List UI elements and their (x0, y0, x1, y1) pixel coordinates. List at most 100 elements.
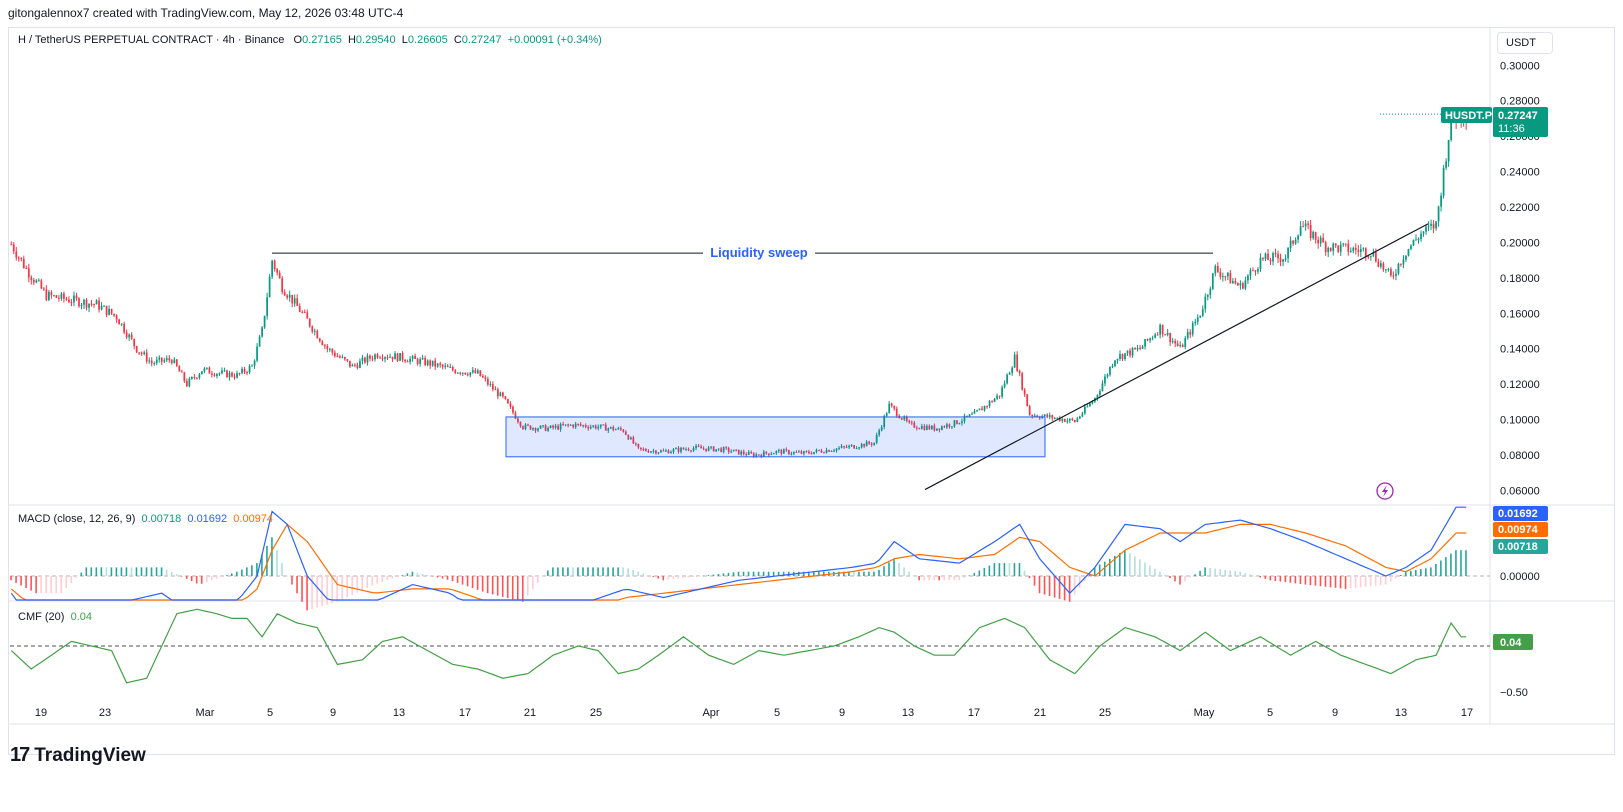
macd-histogram-bar (231, 573, 233, 576)
macd-indicator-label[interactable]: MACD (close, 12, 26, 9) (18, 513, 136, 525)
macd-histogram-bar (1013, 563, 1016, 576)
candle-body (504, 396, 507, 400)
candle-body (875, 434, 878, 443)
candle-body (1053, 417, 1056, 419)
symbol-name[interactable]: H / TetherUS PERPETUAL CONTRACT · 4h · B… (18, 34, 285, 46)
macd-histogram-bar (401, 575, 404, 576)
macd-histogram-bar (592, 567, 594, 576)
candle-body (727, 448, 730, 452)
candle-body (657, 452, 660, 454)
accumulation-range-box[interactable] (505, 416, 1046, 458)
macd-histogram-bar (978, 570, 981, 576)
candle-body (1051, 415, 1054, 419)
symbol-tag[interactable] (1441, 107, 1492, 123)
candle-body (15, 251, 18, 258)
candle-body (712, 446, 715, 452)
candle-body (298, 305, 301, 312)
macd-histogram-bar (1369, 576, 1372, 587)
candle-body (893, 405, 896, 409)
candle-body (258, 336, 261, 347)
candle-body (150, 360, 153, 364)
candle-body (868, 441, 871, 444)
candle-body (735, 449, 738, 451)
currency-unit-button[interactable]: USDT (1497, 32, 1553, 54)
time-axis-tick: 13 (902, 707, 914, 719)
candle-body (860, 443, 863, 448)
macd-histogram-bar (65, 576, 68, 589)
candle-body (454, 370, 457, 374)
price-axis-tick: 0.14000 (1500, 344, 1540, 356)
candle-body (469, 372, 472, 376)
macd-histogram-bar (1224, 569, 1226, 576)
candle-body (223, 370, 226, 372)
candle-body (519, 421, 522, 427)
time-axis-tick: 13 (393, 707, 405, 719)
candle-body (379, 357, 381, 359)
macd-line-value: 0.01692 (187, 513, 228, 525)
candle-body (83, 299, 85, 305)
macd-histogram-bar (1334, 576, 1337, 588)
macd-histogram-bar (943, 576, 946, 581)
macd-histogram-bar (481, 576, 484, 592)
candle-body (1076, 418, 1079, 422)
candle-body (547, 427, 549, 431)
candle-body (589, 426, 592, 429)
macd-histogram-bar (1319, 576, 1322, 587)
time-axis-tick: 21 (524, 707, 536, 719)
candle-body (1364, 248, 1367, 257)
macd-histogram-bar (722, 573, 725, 576)
candle-body (1099, 390, 1101, 395)
candle-body (466, 374, 469, 376)
candle-body (1226, 272, 1229, 277)
candle-body (572, 424, 575, 428)
candle-body (323, 345, 326, 347)
candle-body (680, 447, 682, 452)
candle-body (333, 352, 336, 357)
cmf-indicator-label[interactable]: CMF (20) (18, 611, 65, 623)
candle-body (1410, 245, 1412, 249)
candle-body (441, 364, 444, 367)
candle-body (1038, 417, 1041, 419)
macd-histogram-bar (1269, 576, 1272, 581)
candle-body (818, 449, 820, 451)
tradingview-logo[interactable]: 17 TradingView (10, 744, 146, 767)
candle-body (40, 280, 43, 289)
cmf-legend[interactable]: CMF (20) 0.04 (18, 611, 92, 623)
macd-histogram-bar (1073, 576, 1076, 595)
macd-histogram-bar (1254, 576, 1257, 577)
macd-histogram-bar (25, 576, 27, 589)
candle-body (406, 361, 409, 363)
candle-body (1417, 239, 1420, 241)
macd-histogram-bar (1299, 576, 1302, 584)
macd-histogram-bar (95, 567, 98, 576)
last-price-tag[interactable] (1493, 107, 1548, 137)
candle-body (619, 427, 622, 430)
macd-histogram-bar (30, 576, 32, 591)
macd-histogram-bar (823, 571, 825, 576)
candle-body (1390, 269, 1392, 276)
candle-body (542, 425, 544, 427)
candle-body (973, 411, 976, 414)
macd-histogram-bar (185, 576, 188, 579)
ascending-trendline[interactable] (924, 223, 1429, 491)
candle-body (685, 449, 687, 451)
macd-histogram-bar (306, 576, 308, 611)
candle-body (228, 372, 231, 378)
macd-histogram-bar (928, 576, 930, 581)
candle-body (1186, 332, 1189, 339)
candle-body (900, 418, 903, 420)
macd-histogram-bar (261, 554, 263, 576)
candle-body (933, 425, 936, 431)
candle-body (958, 423, 961, 425)
candle-body (757, 454, 760, 456)
candle-body (118, 319, 120, 325)
candle-body (552, 425, 554, 428)
candle-body (752, 453, 755, 457)
candle-body (1154, 334, 1156, 338)
candle-body (1385, 269, 1387, 271)
candle-body (574, 423, 577, 428)
macd-histogram-bar (647, 575, 650, 576)
candle-body (145, 352, 148, 362)
macd-legend[interactable]: MACD (close, 12, 26, 9) 0.00718 0.01692 … (18, 513, 273, 525)
